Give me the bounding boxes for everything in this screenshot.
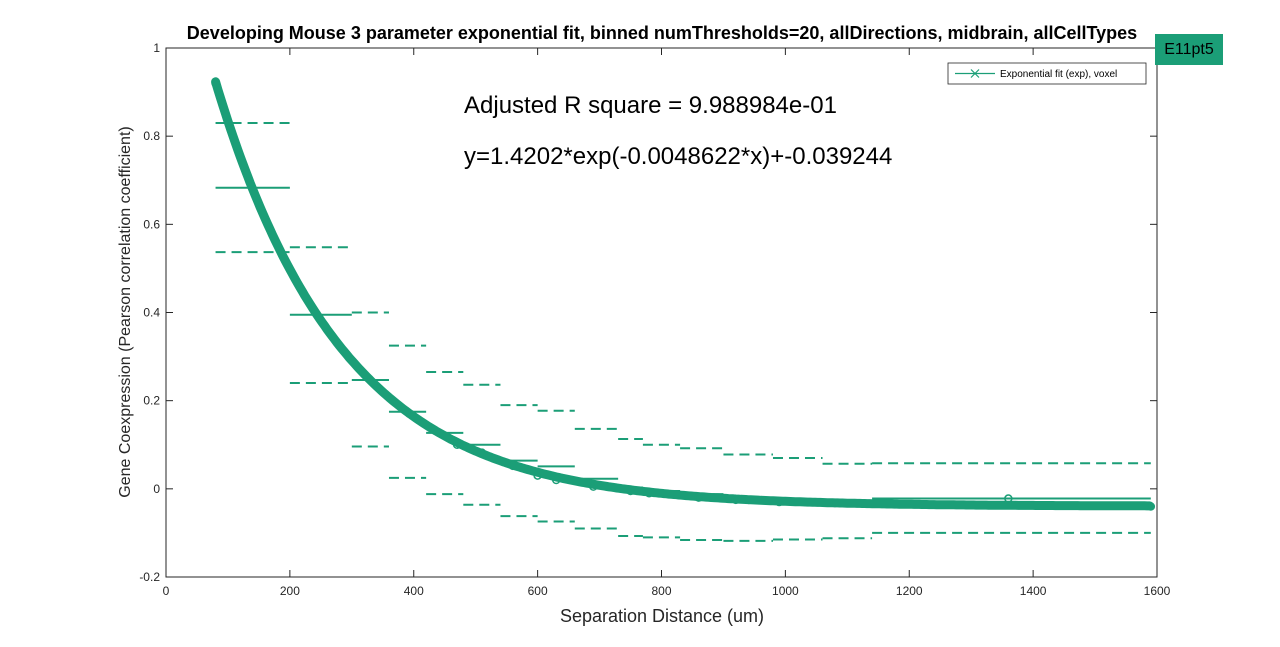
axis-ticks: 0 200 400 600 800 1000 1200 1400 1600-0.200.20.4…: [139, 41, 1170, 598]
fit-curve: [211, 77, 1155, 511]
y-tick-label: 0.4: [143, 306, 160, 320]
data-point: [694, 493, 703, 502]
y-tick-label: 0: [153, 482, 160, 496]
data-point: [477, 448, 487, 457]
data-point: [211, 79, 220, 88]
data-point: [508, 461, 518, 471]
dataset-badge: E11pt5: [1155, 34, 1223, 65]
x-tick-label: 0: [163, 584, 170, 598]
y-tick-label: 1: [153, 41, 160, 55]
chart-title: Developing Mouse 3 parameter exponential…: [187, 23, 1137, 43]
data-point: [731, 495, 741, 505]
x-tick-label: 1200: [896, 584, 923, 598]
binned-points: [211, 79, 1156, 511]
y-axis-label: Gene Coexpression (Pearson correlation c…: [117, 126, 134, 497]
x-tick-label: 1400: [1020, 584, 1047, 598]
data-point: [830, 498, 840, 508]
legend: Exponential fit (exp), voxel: [947, 62, 1147, 85]
data-point: [533, 471, 542, 480]
x-tick-label: 1600: [1144, 584, 1171, 598]
data-point: [551, 475, 561, 485]
annotation-equation: y=1.4202*exp(-0.0048622*x)+-0.039244: [464, 143, 892, 170]
data-point: [626, 486, 635, 496]
y-tick-label: 0.2: [143, 394, 160, 408]
data-point: [589, 482, 598, 491]
y-tick-label: -0.2: [139, 570, 160, 584]
x-tick-label: 200: [280, 584, 300, 598]
y-tick-label: 0.6: [143, 217, 160, 231]
y-tick-label: 0.8: [143, 129, 160, 143]
legend-entry: Exponential fit (exp), voxel: [1000, 69, 1117, 80]
x-tick-label: 1000: [772, 584, 799, 598]
legend-marker-icon: [970, 69, 980, 78]
data-point: [1146, 502, 1156, 511]
data-point: [452, 440, 462, 449]
data-point: [644, 488, 654, 498]
data-point: [1004, 494, 1013, 503]
fit-line: [211, 77, 1155, 511]
data-point: [774, 497, 784, 507]
x-tick-label: 600: [528, 584, 548, 598]
annotation-r-square: Adjusted R square = 9.988984e-01: [464, 92, 837, 119]
x-tick-label: 800: [651, 584, 671, 598]
legend-box: [947, 62, 1147, 85]
x-axis-label: Separation Distance (um): [560, 606, 764, 626]
x-tick-label: 400: [404, 584, 424, 598]
